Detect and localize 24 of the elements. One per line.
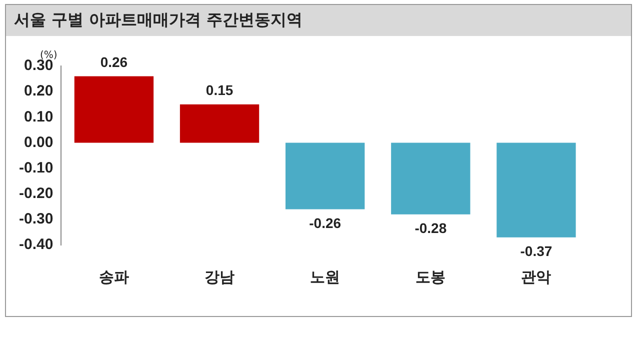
x-tick-label: 노원 — [310, 268, 340, 286]
x-tick-label: 강남 — [204, 268, 235, 286]
x-tick-label: 송파 — [98, 268, 129, 286]
y-axis-title: (%) — [40, 50, 58, 61]
bar — [391, 142, 470, 214]
bar — [74, 76, 154, 143]
data-label: -0.37 — [520, 243, 552, 260]
bar — [180, 104, 260, 143]
y-tick-label: -0.30 — [18, 210, 54, 228]
data-label: 0.26 — [100, 54, 128, 70]
x-tick-label: 도봉 — [416, 268, 446, 286]
y-tick-label: -0.10 — [18, 159, 54, 176]
x-tick-label: 관악 — [521, 268, 552, 286]
y-tick-label: -0.20 — [18, 185, 54, 202]
y-tick-label: 0.20 — [24, 82, 54, 100]
data-label: -0.28 — [414, 220, 447, 236]
y-tick-label: 0.00 — [24, 134, 54, 151]
data-label: -0.26 — [309, 215, 342, 232]
data-label: 0.15 — [206, 82, 234, 98]
bar — [286, 142, 365, 210]
y-tick-label: 0.10 — [24, 108, 54, 126]
chart-title: 서울 구별 아파트매매가격 주간변동지역 — [6, 5, 631, 36]
bar — [496, 142, 576, 238]
y-tick-label: -0.40 — [18, 236, 54, 254]
